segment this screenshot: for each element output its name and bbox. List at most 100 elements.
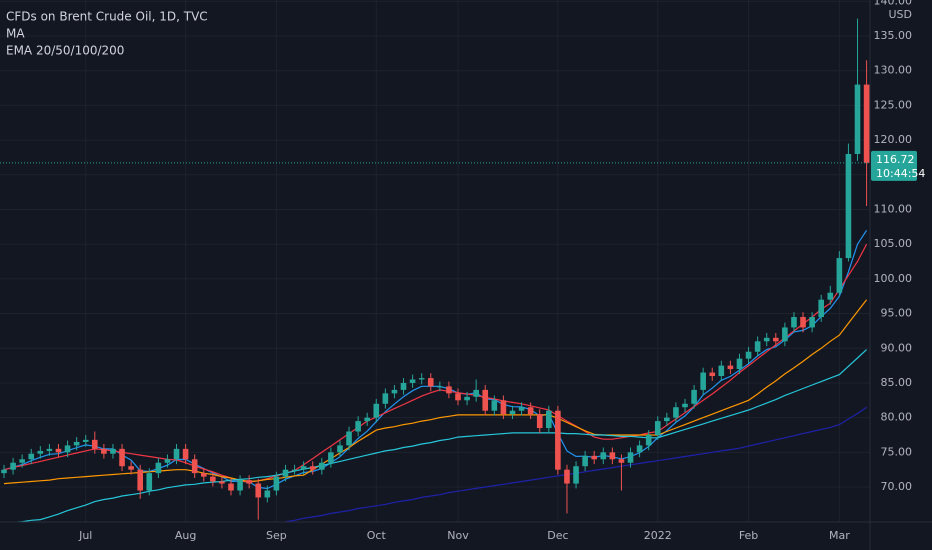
candle-body xyxy=(727,365,734,370)
candle-body xyxy=(291,469,298,471)
candle-body xyxy=(437,386,443,388)
candle-body xyxy=(636,445,643,453)
candle-body xyxy=(600,452,607,460)
candle-body xyxy=(46,448,53,451)
candle-body xyxy=(409,379,416,383)
x-tick-label: Aug xyxy=(175,529,196,542)
candle-body xyxy=(800,317,806,328)
candle-body xyxy=(319,462,325,470)
candle-body xyxy=(10,462,16,470)
x-tick-label: 2022 xyxy=(644,529,672,542)
candle-body xyxy=(618,459,625,463)
y-tick-label: 75.00 xyxy=(881,445,913,458)
candle-body xyxy=(773,337,779,342)
candle-body xyxy=(237,480,243,491)
candle-body xyxy=(627,452,634,463)
candle-body xyxy=(300,466,307,470)
candle-body xyxy=(845,153,852,259)
candle-body xyxy=(255,483,262,498)
candle-body xyxy=(827,292,834,300)
x-tick-label: Jul xyxy=(78,529,92,542)
candle-body xyxy=(55,448,62,453)
candle-body xyxy=(219,481,225,484)
candle-body xyxy=(200,473,207,477)
candle-body xyxy=(664,417,670,422)
candle-body xyxy=(818,299,824,318)
candle-body xyxy=(482,389,489,411)
y-tick-label: 100.00 xyxy=(874,272,913,285)
candle-body xyxy=(863,84,870,163)
grid xyxy=(0,0,870,522)
x-tick-label: Dec xyxy=(547,529,568,542)
candle-body xyxy=(491,400,498,411)
chart-title: CFDs on Brent Crude Oil, 1D, TVC xyxy=(6,10,208,24)
candle-body xyxy=(64,445,71,453)
y-tick-label: 80.00 xyxy=(881,411,913,424)
plot-area xyxy=(0,18,870,522)
y-tick-label: 125.00 xyxy=(874,98,913,111)
candle-body xyxy=(92,439,98,449)
candle-body xyxy=(19,459,25,463)
currency-label: USD xyxy=(888,8,912,21)
y-tick-label: 135.00 xyxy=(874,29,913,42)
candle-body xyxy=(328,452,334,463)
candle-body xyxy=(654,421,661,435)
y-tick-label: 120.00 xyxy=(874,133,913,146)
candle-body xyxy=(1,469,7,474)
candle-body xyxy=(164,459,171,463)
candle-body xyxy=(455,393,461,401)
candle-body xyxy=(264,490,271,498)
candle-body xyxy=(682,403,688,408)
y-tick-label: 110.00 xyxy=(874,202,913,215)
candle-body xyxy=(836,258,843,293)
candle-body xyxy=(709,372,716,377)
candle-body xyxy=(736,358,743,370)
indicator-line xyxy=(10,349,868,522)
indicator-line xyxy=(3,243,868,483)
candle-body xyxy=(745,351,752,359)
axes: 70.00 75.00 80.00 85.00 90.00 95.00 100.00 105.… xyxy=(78,0,925,542)
candle-body xyxy=(373,403,380,418)
last-price-label: 116.72 xyxy=(876,153,915,166)
x-tick-label: Oct xyxy=(367,529,387,542)
candle-body xyxy=(464,396,470,401)
candle-body xyxy=(591,455,597,460)
candle-body xyxy=(182,448,189,460)
candle-body xyxy=(809,317,815,328)
candle-body xyxy=(582,455,588,467)
candle-body xyxy=(346,431,352,446)
y-tick-label: 95.00 xyxy=(881,307,913,320)
y-tick-label: 90.00 xyxy=(881,341,913,354)
indicator-label: EMA 20/50/100/200 xyxy=(6,44,124,58)
candle-body xyxy=(645,434,652,446)
y-tick-label: 130.00 xyxy=(874,64,913,77)
candle-body xyxy=(527,407,534,415)
candle-body xyxy=(173,448,180,460)
candle-body xyxy=(400,382,407,390)
candle-body xyxy=(536,414,543,429)
candle-body xyxy=(128,466,134,470)
candle-body xyxy=(791,317,797,328)
candle-body xyxy=(37,450,44,454)
candle-body xyxy=(555,410,561,470)
candle-body xyxy=(427,378,434,387)
candle-body xyxy=(210,476,216,482)
candle-body xyxy=(119,448,125,467)
candle-body xyxy=(273,476,280,491)
candle-body xyxy=(691,389,697,404)
candle-body xyxy=(364,417,370,422)
candle-body xyxy=(418,378,425,380)
y-tick-label: 140.00 xyxy=(874,0,913,7)
candle-body xyxy=(673,407,679,418)
candle-body xyxy=(473,389,479,397)
candle-body xyxy=(246,480,252,484)
candle-body xyxy=(82,439,89,442)
candle-body xyxy=(754,341,761,352)
candle-body xyxy=(763,337,770,342)
candle-body xyxy=(718,365,725,377)
candle-body xyxy=(446,386,452,394)
candle-body xyxy=(146,473,153,491)
